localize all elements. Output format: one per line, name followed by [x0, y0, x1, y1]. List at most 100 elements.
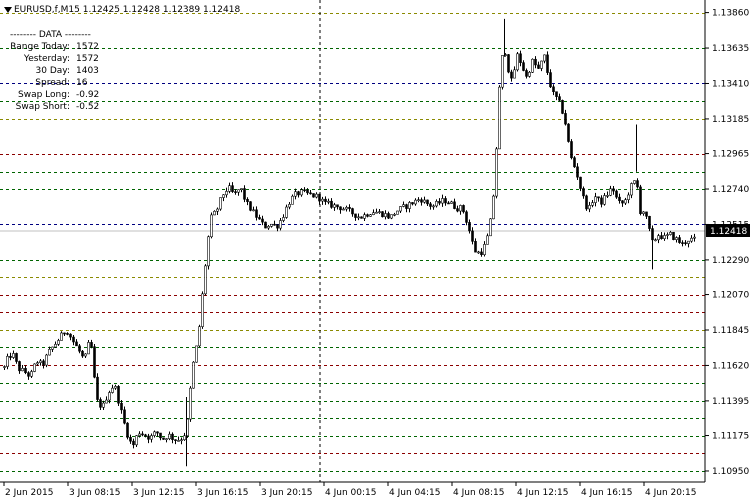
- time-axis[interactable]: 2 Jun 2015 3 Jun 08:15 3 Jun 12:15 3 Jun 16…: [3, 482, 696, 498]
- candle-body: [360, 216, 363, 219]
- candle-body: [195, 345, 198, 363]
- collapse-triangle-icon[interactable]: [4, 7, 12, 13]
- candle-body: [456, 208, 459, 212]
- candle-body: [675, 237, 678, 240]
- candle-body: [264, 221, 267, 229]
- candle-body: [330, 200, 333, 208]
- candle-body: [588, 205, 591, 210]
- candle-body: [384, 213, 387, 218]
- time-label: 4 Jun 16:15: [581, 488, 632, 498]
- time-label: 3 Jun 12:15: [133, 488, 184, 498]
- candle-body: [429, 203, 432, 207]
- price-label: 1.12070: [712, 291, 749, 301]
- candle-body: [171, 433, 174, 440]
- candle-body: [471, 230, 474, 242]
- candle-body: [636, 180, 639, 188]
- candle-body: [681, 242, 684, 244]
- candle-body: [93, 346, 96, 378]
- candle-body: [639, 186, 642, 214]
- candle-body: [75, 341, 78, 347]
- candle-body: [672, 231, 675, 240]
- time-label: 4 Jun 04:15: [389, 488, 440, 498]
- candle-body: [258, 217, 261, 220]
- candle-body: [336, 204, 339, 208]
- candle-body: [78, 345, 81, 352]
- candle-body: [555, 91, 558, 97]
- price-label: 1.11395: [712, 397, 749, 407]
- candle-body: [603, 195, 606, 205]
- candle-body: [114, 386, 117, 389]
- candle-body: [450, 201, 453, 204]
- candle-body: [528, 71, 531, 77]
- candle-body: [522, 62, 525, 71]
- candle-body: [216, 208, 219, 212]
- candle-body: [177, 440, 180, 442]
- candle-body: [231, 185, 234, 192]
- candle-body: [63, 332, 66, 335]
- data-panel-row: Spread: 16: [6, 77, 106, 89]
- data-panel-row: Range Today: 1572: [6, 41, 106, 53]
- candle-body: [138, 433, 141, 436]
- candle-body: [102, 402, 105, 408]
- price-label: 1.13635: [712, 44, 749, 54]
- candle-body: [219, 197, 222, 210]
- candle-body: [441, 198, 444, 204]
- candle-body: [222, 194, 225, 198]
- candle-body: [3, 366, 6, 368]
- candle-body: [141, 433, 144, 436]
- candle-body: [660, 235, 663, 240]
- candle-body: [153, 431, 156, 436]
- candle-body: [54, 343, 57, 348]
- candle-body: [657, 235, 660, 241]
- data-panel-value: 1572: [76, 54, 99, 64]
- candle-body: [567, 123, 570, 142]
- time-label: 3 Jun 08:15: [69, 488, 120, 498]
- candle-body: [66, 333, 69, 335]
- data-panel: -------- DATA -------- Range Today: 1572 Y…: [6, 29, 106, 113]
- candle-body: [99, 399, 102, 408]
- candle-body: [438, 201, 441, 204]
- data-panel-row: Swap Long: -0.92: [6, 89, 106, 101]
- candle-body: [144, 434, 147, 437]
- candle-body: [261, 218, 264, 223]
- candle-body: [366, 214, 369, 217]
- candle-body: [540, 60, 543, 69]
- candle-body: [396, 210, 399, 215]
- candle-body: [420, 199, 423, 203]
- data-panel-label: Range Today:: [10, 42, 70, 52]
- candle-body: [126, 422, 129, 438]
- candle-body: [546, 54, 549, 73]
- candle-body: [300, 189, 303, 196]
- candle-body: [621, 200, 624, 204]
- candle-body: [18, 361, 21, 372]
- candle-body: [282, 217, 285, 221]
- price-label: 1.12965: [712, 150, 749, 160]
- candle-body: [123, 409, 126, 424]
- candle-body: [348, 207, 351, 209]
- candle-body: [351, 208, 354, 215]
- candle-body: [480, 251, 483, 256]
- candle-body: [225, 191, 228, 196]
- candle-body: [393, 214, 396, 216]
- candle-body: [57, 340, 60, 345]
- candle-body: [135, 435, 138, 446]
- candle-body: [156, 431, 159, 434]
- candle-body: [462, 205, 465, 213]
- price-label: 1.11175: [712, 432, 749, 442]
- candle-body: [192, 361, 195, 389]
- candle-body: [69, 333, 72, 338]
- candle-body: [468, 222, 471, 232]
- candle-body: [627, 194, 630, 201]
- candle-body: [234, 191, 237, 193]
- candle-body: [510, 71, 513, 79]
- time-label: 4 Jun 12:15: [517, 488, 568, 498]
- candle-body: [552, 86, 555, 93]
- candle-body: [324, 198, 327, 202]
- candle-body: [90, 342, 93, 348]
- candle-body: [474, 241, 477, 253]
- candle-body: [15, 353, 18, 362]
- candle-body: [387, 213, 390, 219]
- candle-body: [405, 204, 408, 209]
- candle-body: [291, 195, 294, 205]
